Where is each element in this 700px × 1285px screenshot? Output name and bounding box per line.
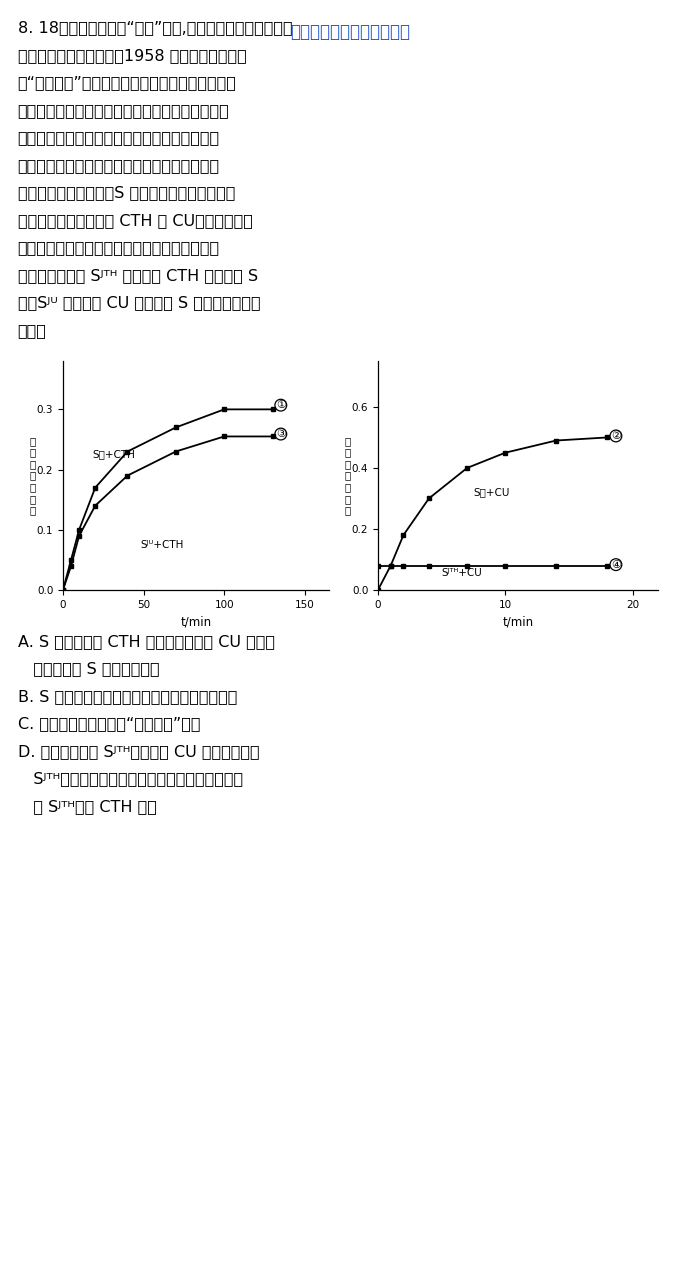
Text: D. 为进一步探究 Sᴶᵀᴴ不能催化 CU 水解的原因是: D. 为进一步探究 Sᴶᵀᴴ不能催化 CU 水解的原因是 — [18, 744, 259, 758]
X-axis label: t/min: t/min — [181, 616, 211, 628]
Text: 底物相结合的互补结构。1958 年，又有科学家提: 底物相结合的互补结构。1958 年，又有科学家提 — [18, 48, 246, 63]
Text: C. 该实验结果更加支持“误导契合”学说: C. 该实验结果更加支持“误导契合”学说 — [18, 716, 200, 731]
Text: Sᴶᵀᴴ+CU: Sᴶᵀᴴ+CU — [442, 568, 482, 578]
Text: 8. 18世纪科学家提出“锁锁”学说,认为酶的活性位点具有与: 8. 18世纪科学家提出“锁锁”学说,认为酶的活性位点具有与 — [18, 21, 292, 36]
Text: ②: ② — [611, 430, 621, 441]
Text: S酶+CU: S酶+CU — [473, 487, 510, 497]
Text: ③: ③ — [276, 429, 286, 439]
Text: 完成酶促反应。为验证上述两种学说，科研人员: 完成酶促反应。为验证上述两种学说，科研人员 — [18, 158, 220, 173]
Text: 空间结构不完全与底物互补，在底物的作用下，可: 空间结构不完全与底物互补，在底物的作用下，可 — [18, 103, 230, 118]
Text: 酶，Sᴶᵁ 表示催化 CU 反应后的 S 酶。下列叙述错: 酶，Sᴶᵁ 表示催化 CU 反应后的 S 酶。下列叙述错 — [18, 296, 260, 310]
Text: 合的催化中心位置相同。进行的四组实验的结果: 合的催化中心位置相同。进行的四组实验的结果 — [18, 240, 220, 256]
Text: 如图所示，图中 Sᴶᵀᴴ 表示催化 CTH 反应后的 S: 如图所示，图中 Sᴶᵀᴴ 表示催化 CTH 反应后的 S — [18, 267, 258, 283]
Text: B. S 酶的活性可以用反应产物的相对含量来表示: B. S 酶的活性可以用反应产物的相对含量来表示 — [18, 689, 237, 704]
Text: Sᴶᵁ+CTH: Sᴶᵁ+CTH — [141, 540, 184, 550]
Text: 误导酶出现与底物相结合的互补空间结构，继而: 误导酶出现与底物相结合的互补空间结构，继而 — [18, 131, 220, 145]
Text: 误的是: 误的是 — [18, 323, 46, 338]
Text: 用 Sᴶᵀᴴ催化 CTH 反应: 用 Sᴶᵀᴴ催化 CTH 反应 — [18, 799, 156, 813]
Text: 利用枯草杆菌蛋白酶（S 酶）进行研究。该酶可催: 利用枯草杆菌蛋白酶（S 酶）进行研究。该酶可催 — [18, 185, 235, 200]
Text: 化两种结构不同的底物 CTH 和 CU，且与两者结: 化两种结构不同的底物 CTH 和 CU，且与两者结 — [18, 213, 253, 227]
Text: ①: ① — [276, 400, 286, 410]
Text: Sᴶᵀᴴ失去活性，还是出现空间结构的固化，可以: Sᴶᵀᴴ失去活性，还是出现空间结构的固化，可以 — [18, 771, 243, 786]
Text: S酶+CTH: S酶+CTH — [92, 450, 135, 460]
Text: A. S 酶既可催化 CTH 反应，又可催化 CU 反应，: A. S 酶既可催化 CTH 反应，又可催化 CU 反应， — [18, 634, 274, 649]
Y-axis label: 反
应
产
物
相
对
量: 反 应 产 物 相 对 量 — [344, 436, 351, 515]
Text: ④: ④ — [611, 560, 621, 569]
Text: 出“误导契合”学说，认为在与底物结合之前，酶的: 出“误导契合”学说，认为在与底物结合之前，酶的 — [18, 76, 237, 90]
Text: 微信公众号关注「赶找答案: 微信公众号关注「赶找答案 — [290, 23, 410, 41]
Text: 但不能说明 S 酶没有专一性: 但不能说明 S 酶没有专一性 — [18, 662, 159, 676]
Y-axis label: 反
应
产
物
相
对
量: 反 应 产 物 相 对 量 — [29, 436, 36, 515]
X-axis label: t/min: t/min — [503, 616, 533, 628]
